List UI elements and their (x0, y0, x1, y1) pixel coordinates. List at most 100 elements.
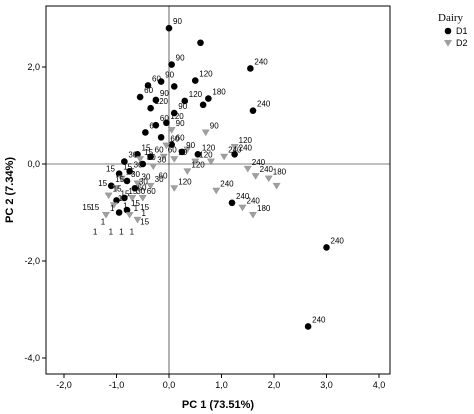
point-label: 15 (118, 194, 127, 203)
d1-point (191, 77, 199, 84)
d2-point (170, 156, 179, 163)
point-label: 15 (142, 143, 151, 152)
x-tick-label: 4,0 (373, 380, 386, 390)
y-axis-title: PC 2 (7.34%) (4, 157, 16, 223)
d2-point (243, 165, 252, 173)
point-label: 90 (173, 17, 182, 26)
point-label: 15 (144, 148, 153, 157)
d1-point (247, 65, 254, 72)
point-label: 30 (134, 160, 143, 169)
d2-point (212, 187, 221, 195)
d2-point (183, 168, 192, 175)
x-tick-label: 2,0 (268, 380, 281, 390)
point-label: 240 (247, 197, 261, 206)
point-label: 15 (115, 175, 124, 184)
d1-point (126, 167, 133, 175)
d1-point (113, 197, 120, 204)
d1-point (228, 199, 236, 207)
point-label: 15 (113, 185, 122, 194)
d2-point (136, 156, 145, 163)
d2-point (238, 204, 247, 212)
x-tick-label: 3,0 (320, 380, 333, 390)
point-label: 15 (90, 203, 99, 212)
x-tick-label: 1,0 (215, 380, 228, 390)
d2-point (138, 195, 147, 202)
point-label: 120 (199, 70, 213, 79)
point-label: 240 (228, 146, 242, 155)
d2-point (104, 192, 113, 200)
point-label: 60 (168, 146, 177, 155)
point-label: 120 (178, 177, 192, 186)
d1-point (131, 184, 139, 192)
d1-point (142, 129, 149, 136)
legend-label-d2: D2 (456, 38, 468, 48)
point-label: 120 (155, 97, 169, 106)
point-label: 1 (142, 209, 147, 218)
d2-point (109, 202, 118, 209)
point-label: 1 (109, 227, 114, 236)
d1-point (121, 158, 128, 165)
d2-point (170, 185, 179, 192)
point-label: 180 (257, 204, 271, 213)
x-tick-label: -2,0 (56, 380, 72, 390)
point-label: 240 (236, 192, 250, 201)
d2-point (191, 158, 200, 166)
y-axis: -4,0 -2,0 0,0 2,0 (24, 62, 46, 363)
d1-point (144, 82, 152, 89)
point-label: 15 (106, 164, 115, 173)
point-label: 90 (160, 89, 169, 98)
d2-point (133, 216, 142, 224)
point-label: 90 (186, 141, 195, 150)
d1-point (147, 153, 154, 161)
d1-point (231, 151, 238, 158)
point-label: 15 (140, 218, 149, 227)
d1-point (205, 95, 212, 102)
d1-point (199, 101, 207, 109)
x-tick-label: 0,0 (163, 380, 176, 390)
point-label: 1 (93, 227, 98, 236)
point-label: 60 (160, 114, 169, 123)
point-label: 60 (159, 172, 168, 181)
d1-point (249, 107, 257, 114)
d2-point (133, 180, 142, 188)
point-label: 1 (119, 227, 124, 236)
point-label: 60 (144, 86, 153, 95)
d1-point (121, 194, 128, 202)
d1-point (178, 148, 186, 156)
d1-point (194, 151, 202, 158)
d1-point (168, 61, 175, 68)
point-label: 15 (121, 189, 130, 198)
d1-point (170, 83, 178, 90)
d1-point (147, 104, 154, 112)
d1-point (136, 93, 144, 101)
point-label: 240 (257, 100, 271, 109)
d2-point (149, 163, 158, 171)
legend-title: Dairy (438, 12, 464, 24)
y-tick-label: 2,0 (27, 62, 40, 72)
d2-point (207, 158, 215, 166)
point-label: 120 (191, 160, 205, 169)
d2-point (112, 185, 121, 192)
point-label: 120 (239, 136, 253, 145)
point-label: 120 (199, 151, 213, 160)
point-label: 60 (152, 74, 161, 83)
point-label: 15 (128, 187, 137, 196)
d1-point (123, 177, 131, 185)
legend-label-d1: D1 (456, 26, 468, 36)
d1-point (134, 151, 141, 158)
point-label: 240 (331, 236, 345, 245)
d1-point (115, 209, 123, 216)
y-tick-label: -4,0 (24, 353, 40, 363)
d1-point (165, 24, 173, 32)
d2-point (146, 182, 155, 190)
d1-point (152, 121, 160, 129)
point-label: 240 (220, 180, 234, 189)
point-label: 240 (252, 158, 266, 167)
point-label: 30 (139, 177, 148, 186)
point-label: 1 (101, 218, 106, 227)
data-points (102, 24, 330, 330)
d2-point (251, 173, 260, 180)
point-label: 90 (210, 121, 219, 130)
